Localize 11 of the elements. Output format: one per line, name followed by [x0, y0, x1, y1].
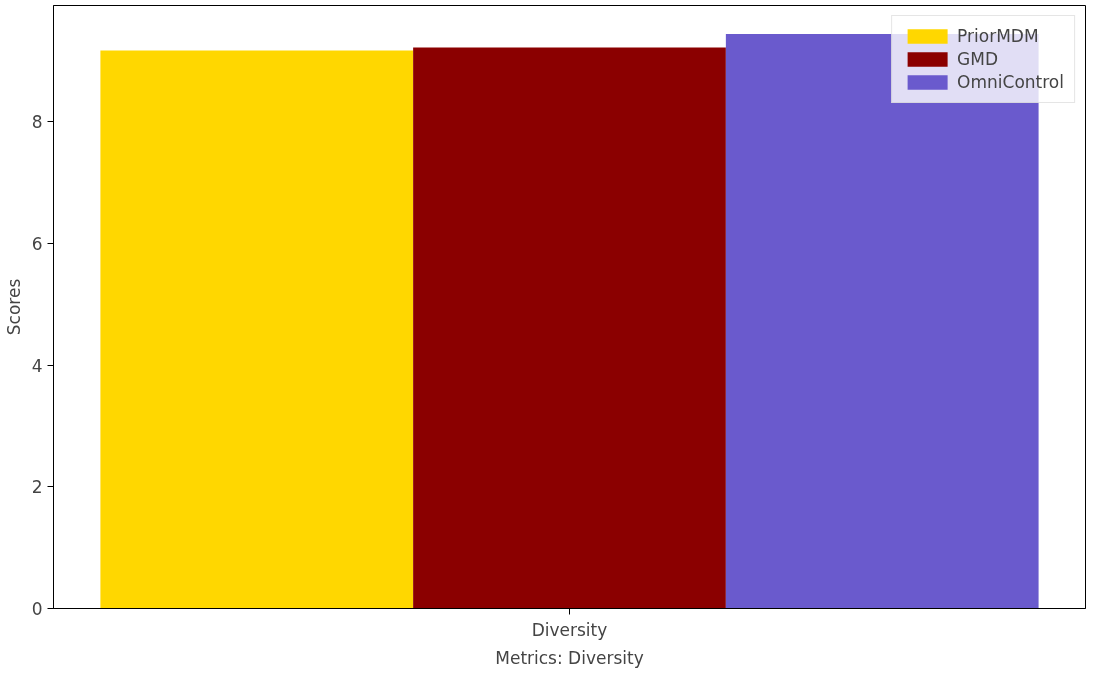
- y-tick-label: 6: [31, 233, 43, 254]
- y-tick-label: 8: [31, 112, 43, 133]
- y-tick-label: 2: [31, 477, 43, 498]
- x-axis-title: Metrics: Diversity: [495, 647, 644, 668]
- y-axis-title: Scores: [3, 278, 24, 336]
- y-tick-label: 4: [31, 355, 43, 376]
- legend-label: OmniControl: [957, 72, 1064, 92]
- legend-label: GMD: [957, 49, 999, 69]
- x-tick-label: Diversity: [531, 619, 608, 640]
- legend-label: PriorMDM: [957, 26, 1039, 46]
- y-tick-label: 0: [31, 599, 43, 619]
